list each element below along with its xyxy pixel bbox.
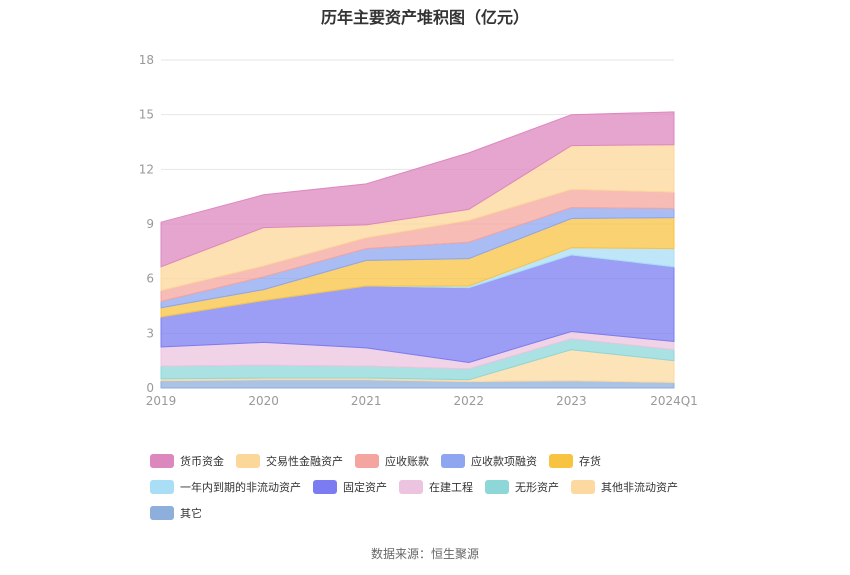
stacked-area-chart: 0 3 6 9 12 15 18 2019 2020 2021 2022 2023 2024Q1	[139, 53, 698, 408]
legend-row: 其它	[150, 500, 750, 526]
legend-label: 在建工程	[429, 481, 473, 494]
axis-layer: 0 3 6 9 12 15 18 2019 2020 2021 2022 2023 2024Q1	[139, 53, 698, 408]
legend-swatch	[485, 480, 509, 494]
y-tick-label: 12	[139, 162, 154, 176]
legend-swatch	[150, 506, 174, 520]
data-source-note: 数据来源：恒生聚源	[370, 547, 479, 561]
legend-label: 一年内到期的非流动资产	[180, 481, 301, 494]
legend-label: 其他非流动资产	[601, 481, 678, 494]
x-tick-label: 2020	[248, 394, 279, 408]
y-tick-label: 3	[146, 326, 154, 340]
y-tick-label: 0	[146, 381, 154, 395]
legend-item[interactable]: 固定资产	[313, 479, 387, 495]
area-series-10[interactable]	[160, 111, 675, 268]
y-tick-label: 9	[146, 217, 154, 231]
legend-swatch	[236, 454, 260, 468]
legend-label: 货币资金	[180, 455, 224, 468]
legend-item[interactable]: 交易性金融资产	[236, 453, 343, 469]
x-tick-label: 2022	[454, 394, 485, 408]
legend-item[interactable]: 无形资产	[485, 479, 559, 495]
legend-swatch	[399, 480, 423, 494]
y-tick-label: 15	[139, 108, 154, 122]
y-tick-label: 6	[146, 272, 154, 286]
legend-label: 交易性金融资产	[266, 455, 343, 468]
legend-swatch	[150, 454, 174, 468]
legend-item[interactable]: 存货	[549, 453, 601, 469]
x-tick-label: 2024Q1	[650, 394, 698, 408]
legend-swatch	[441, 454, 465, 468]
legend-item[interactable]: 其他非流动资产	[571, 479, 678, 495]
legend-label: 存货	[579, 455, 601, 468]
area-series-layer	[160, 111, 675, 389]
x-tick-label: 2021	[351, 394, 382, 408]
legend-row: 一年内到期的非流动资产 固定资产 在建工程 无形资产 其他非流动资产	[150, 474, 750, 500]
chart-title: 历年主要资产堆积图（亿元）	[320, 8, 529, 27]
legend-swatch	[355, 454, 379, 468]
x-tick-label: 2019	[146, 394, 177, 408]
legend-item[interactable]: 应收账款	[355, 453, 429, 469]
legend-item[interactable]: 货币资金	[150, 453, 224, 469]
legend-label: 无形资产	[515, 481, 559, 494]
legend-item[interactable]: 一年内到期的非流动资产	[150, 479, 301, 495]
x-tick-label: 2023	[556, 394, 587, 408]
legend-swatch	[571, 480, 595, 494]
legend-label: 其它	[180, 507, 202, 520]
y-tick-label: 18	[139, 53, 154, 67]
legend-swatch	[313, 480, 337, 494]
legend-row: 货币资金 交易性金融资产 应收账款 应收款项融资 存货	[150, 448, 750, 474]
legend-label: 应收款项融资	[471, 455, 537, 468]
chart-legend: 货币资金 交易性金融资产 应收账款 应收款项融资 存货一年内到期的非流动资产 固定资产 在建…	[150, 448, 750, 526]
legend-swatch	[150, 480, 174, 494]
legend-label: 固定资产	[343, 481, 387, 494]
legend-swatch	[549, 454, 573, 468]
legend-item[interactable]: 在建工程	[399, 479, 473, 495]
legend-item[interactable]: 应收款项融资	[441, 453, 537, 469]
legend-item[interactable]: 其它	[150, 505, 202, 521]
legend-label: 应收账款	[385, 455, 429, 468]
